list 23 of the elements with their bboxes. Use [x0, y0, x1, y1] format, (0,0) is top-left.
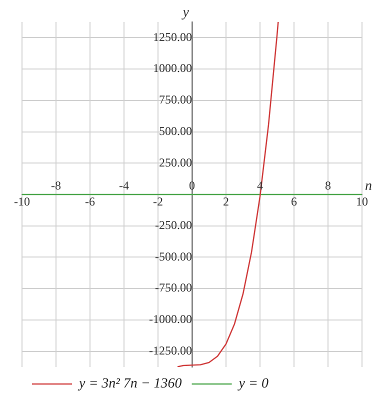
y-tick-label: 250.00	[159, 155, 192, 170]
y-tick-label: 1000.00	[153, 61, 192, 76]
y-tick-label: -500.00	[155, 249, 192, 264]
x-tick-label: 6	[291, 194, 297, 209]
x2-tick-label: -4	[119, 178, 129, 193]
x2-tick-label: -8	[51, 178, 61, 193]
x-tick-label: -10	[14, 194, 30, 209]
y-tick-label: 1250.00	[153, 30, 192, 44]
x-tick-label: -6	[85, 194, 95, 209]
legend-label: y = 0	[236, 376, 268, 392]
y-tick-label: 500.00	[159, 124, 192, 138]
y-axis-title: y	[180, 6, 190, 21]
x2-tick-label: 8	[325, 178, 331, 193]
y-tick-label: -1000.00	[149, 312, 192, 326]
legend-label: y = 3n² 7n − 1360	[77, 376, 182, 392]
y-tick-label: -250.00	[155, 218, 192, 232]
y-tick-label: -1250.00	[149, 343, 192, 358]
x-tick-label: 10	[356, 194, 368, 209]
y-tick-label: -750.00	[155, 280, 192, 295]
x-tick-label: -2	[153, 194, 163, 209]
y-tick-label: 750.00	[159, 92, 192, 107]
x-tick-label: 2	[223, 194, 229, 209]
x-axis-title: n	[365, 179, 372, 194]
